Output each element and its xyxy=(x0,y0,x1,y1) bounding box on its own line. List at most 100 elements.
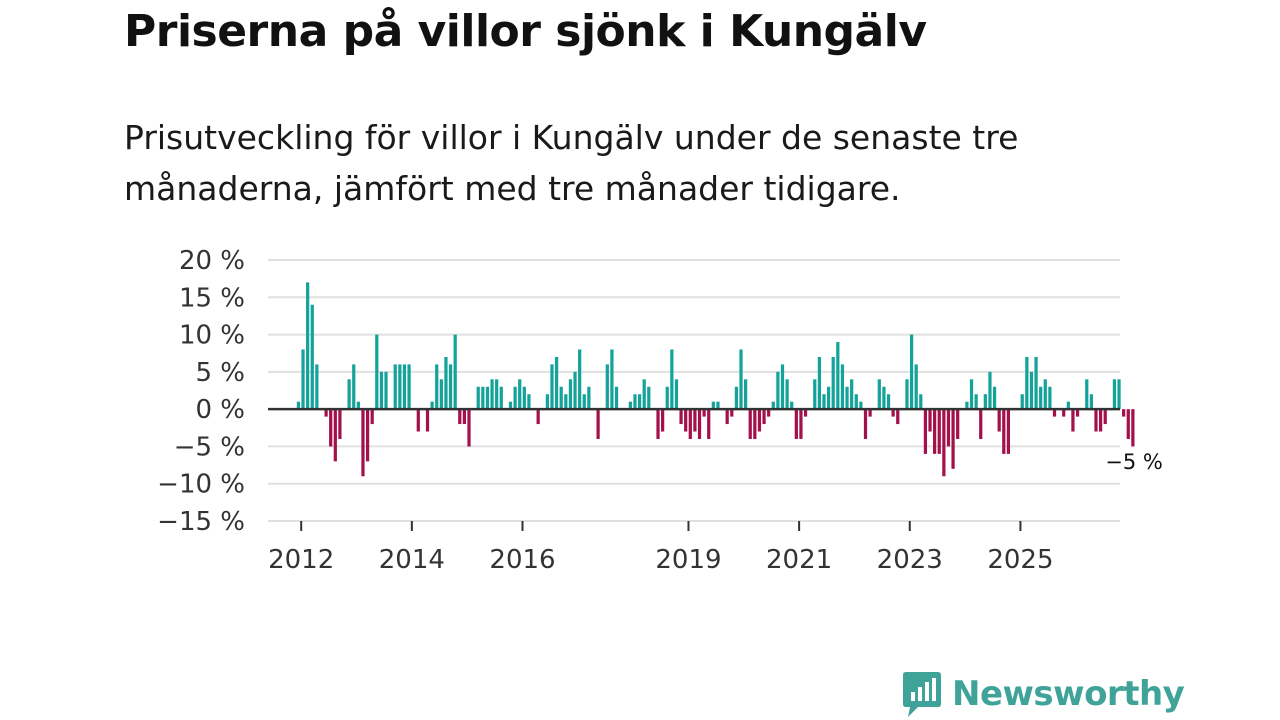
y-tick-label: −10 % xyxy=(157,470,245,500)
x-tick-label: 2025 xyxy=(987,545,1053,575)
bar xyxy=(614,386,619,410)
bar xyxy=(324,409,328,417)
bar xyxy=(329,409,333,447)
x-tick-label: 2023 xyxy=(877,545,943,575)
bar xyxy=(794,409,798,439)
bar xyxy=(753,409,757,439)
bar xyxy=(905,379,909,410)
bar xyxy=(850,379,854,410)
bar xyxy=(983,394,987,410)
bar xyxy=(1112,379,1117,410)
bar xyxy=(776,371,780,410)
bar xyxy=(1034,356,1038,410)
bar xyxy=(799,409,803,439)
y-axis-labels: 20 % 15 % 10 % 5 % 0 % −5 % −10 % −15 % xyxy=(157,246,245,537)
bar xyxy=(974,394,978,410)
bar xyxy=(951,409,955,469)
bar xyxy=(518,379,522,410)
newsworthy-chart-bubble-icon xyxy=(903,672,941,717)
bar xyxy=(863,409,868,439)
bar xyxy=(347,379,351,410)
bar xyxy=(711,401,715,410)
bar xyxy=(485,386,490,410)
bar xyxy=(1039,386,1043,410)
bar xyxy=(1048,386,1052,410)
bar xyxy=(568,379,573,410)
newsworthy-logo: Newsworthy xyxy=(902,668,1185,720)
bar xyxy=(969,379,974,410)
bar xyxy=(946,409,951,447)
y-tick-label: −15 % xyxy=(157,507,245,537)
bar xyxy=(771,401,775,410)
bar xyxy=(997,409,1001,432)
bar xyxy=(1006,409,1011,454)
bar xyxy=(744,379,748,410)
bar xyxy=(582,394,586,410)
x-tick-label: 2016 xyxy=(489,545,555,575)
bar xyxy=(665,386,669,410)
bar xyxy=(398,364,402,410)
bar xyxy=(481,386,485,410)
bar xyxy=(379,371,384,410)
x-tick-label: 2012 xyxy=(268,545,334,575)
chart-title: Priserna på villor sjönk i Kungälv xyxy=(124,6,927,57)
bar xyxy=(1122,409,1126,417)
y-tick-label: 20 % xyxy=(179,246,245,276)
bar xyxy=(1089,394,1093,410)
y-tick-label: −5 % xyxy=(174,432,245,462)
bar xyxy=(1117,379,1121,410)
bar xyxy=(707,409,711,439)
bar xyxy=(979,409,983,439)
bar xyxy=(716,401,720,410)
bar xyxy=(605,364,609,410)
bar xyxy=(1066,401,1070,410)
bar xyxy=(725,409,729,425)
bar xyxy=(352,364,356,410)
y-tick-label: 10 % xyxy=(179,321,245,351)
bar xyxy=(730,409,734,417)
bar xyxy=(817,356,821,410)
y-tick-label: 0 % xyxy=(195,395,245,425)
x-tick-label: 2014 xyxy=(379,545,445,575)
bar xyxy=(416,409,420,432)
bar xyxy=(1131,409,1135,447)
bar xyxy=(306,282,310,410)
bar xyxy=(877,379,881,410)
bar xyxy=(439,379,443,410)
bar xyxy=(647,386,651,410)
bar xyxy=(628,401,632,410)
bar xyxy=(670,349,674,410)
bar xyxy=(637,394,642,410)
bar xyxy=(578,349,582,410)
bar xyxy=(757,409,762,432)
bar xyxy=(448,364,453,410)
bar xyxy=(462,409,467,425)
bar xyxy=(1126,409,1130,439)
bar xyxy=(914,364,918,410)
bar xyxy=(882,386,886,410)
y-tick-label: 5 % xyxy=(195,358,245,388)
bar xyxy=(702,409,706,417)
bar xyxy=(564,394,568,410)
bar xyxy=(370,409,374,425)
bar xyxy=(596,409,600,439)
bar xyxy=(928,409,932,432)
bar xyxy=(361,409,365,477)
bar xyxy=(554,356,559,410)
bar xyxy=(1062,409,1066,417)
bar xyxy=(697,409,702,439)
bar xyxy=(886,394,891,410)
bar xyxy=(803,409,808,417)
bar xyxy=(338,409,342,439)
bar xyxy=(831,356,835,410)
bar xyxy=(375,334,379,410)
bar xyxy=(919,394,923,410)
bar xyxy=(868,409,872,417)
bar xyxy=(785,379,789,410)
bar xyxy=(499,386,503,410)
bar xyxy=(1103,409,1107,425)
bar xyxy=(933,409,937,454)
bar xyxy=(739,349,743,410)
bar xyxy=(633,394,637,410)
